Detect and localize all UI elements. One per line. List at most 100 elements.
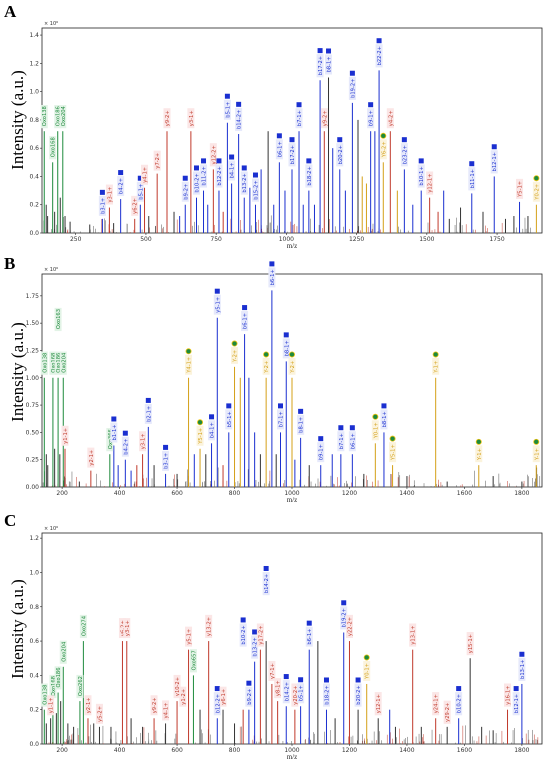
peak-label: y5-1+ (187, 629, 193, 645)
x-tick-label: 250 (70, 236, 82, 243)
glycan-square-icon (246, 680, 252, 686)
peak-label: y7-2+ (155, 153, 161, 169)
glycan-square-icon (111, 416, 117, 422)
peak-label: b8-1+ (382, 411, 388, 427)
x-tick-label: 1400 (399, 490, 414, 497)
annotation-box (213, 692, 221, 716)
glycan-circle-icon (372, 413, 379, 420)
glycan-square-icon (368, 102, 374, 108)
annotation-box (475, 445, 483, 463)
x-tick-label: 800 (229, 490, 241, 497)
glycan-circle-icon (231, 340, 238, 347)
y-axis-exponent: × 10⁶ (44, 267, 58, 273)
glycan-circle-icon (363, 654, 370, 661)
peak-label: b18-2+ (324, 685, 330, 704)
peak-annotation: b2-1+ (144, 397, 152, 424)
annotation-box (144, 403, 152, 424)
peak-annotation: b19-2+ (340, 600, 348, 630)
annotation-box (61, 425, 69, 446)
annotation-box (54, 307, 62, 332)
y-tick-label: 1.0 (29, 89, 39, 96)
peak-annotation: b5-1+ (223, 93, 231, 120)
x-tick-label: 200 (56, 747, 68, 754)
peak-annotation: Y5-1+ (196, 419, 204, 446)
peak-annotation: b9-2+ (245, 680, 253, 707)
annotation-box (432, 692, 440, 716)
annotation-box (181, 181, 189, 202)
peak-annotation: y1-2+ (179, 686, 187, 707)
x-tick-label: 600 (171, 747, 183, 754)
glycan-square-icon (283, 674, 289, 680)
peak-label: y8-1+ (276, 680, 282, 696)
peak-annotation: b12-1+ (490, 144, 498, 174)
peak-label: y1-1+ (63, 428, 69, 444)
peak-label: y20-2+ (293, 685, 299, 704)
glycan-square-icon (99, 189, 105, 195)
peak-label: b9-2+ (247, 689, 253, 705)
peak-label: Oxo163 (56, 309, 62, 329)
peak-label: y29-2+ (445, 703, 451, 722)
annotation-box (348, 431, 356, 452)
annotation-box (239, 623, 247, 647)
annotation-box (386, 108, 394, 129)
y-tick-label: 1.00 (26, 375, 40, 382)
y-tick-label: 0.2 (29, 202, 39, 209)
glycan-square-icon (240, 617, 246, 623)
x-tick-label: 1000 (284, 490, 299, 497)
annotation-box (345, 614, 353, 639)
peak-annotation: b4-2+ (117, 170, 125, 197)
annotation-box (95, 703, 103, 724)
peak-label: y12-2+ (211, 145, 217, 164)
annotation-box (141, 164, 149, 185)
peak-label: y9-2+ (152, 697, 158, 713)
peak-annotation: b7-1+ (277, 403, 285, 430)
peak-label: b6-1+ (350, 433, 356, 449)
y-tick-label: 0.00 (26, 484, 40, 491)
annotation-box (363, 660, 371, 681)
peak-label: b1-1+ (112, 424, 118, 440)
annotation-box (455, 692, 463, 716)
spectrum-panel-a: A Intensity (a.u.) 0.0 0.2 0.4 0.6 0.8 1.0 1.2… (0, 0, 550, 250)
annotation-box (316, 54, 324, 78)
annotation-box (200, 164, 208, 188)
peak-annotation: b12-2+ (215, 158, 223, 188)
glycan-square-icon (224, 93, 230, 99)
peak-label: b6-1+ (243, 313, 249, 329)
y-tick-label: 1.75 (26, 293, 40, 300)
annotation-box (40, 105, 48, 129)
annotation-box (173, 674, 181, 699)
glycan-square-icon (519, 651, 525, 657)
glycan-square-icon (289, 137, 295, 143)
x-tick-label: 1200 (342, 490, 357, 497)
annotation-box (131, 195, 139, 216)
peak-label: Y4-1+ (187, 357, 193, 374)
x-tick-label: 1600 (457, 490, 472, 497)
annotation-box (59, 640, 67, 664)
glycan-square-icon (491, 144, 497, 150)
glycan-square-icon (276, 133, 282, 139)
peak-annotation: y3-1+ (123, 618, 131, 639)
x-axis-title: m/z (287, 496, 298, 504)
annotation-box (150, 695, 158, 716)
peak-label: b8-1+ (284, 340, 290, 356)
peak-label: b14-2+ (237, 110, 243, 129)
annotation-box (325, 54, 333, 75)
peak-label: b2-1+ (146, 406, 152, 422)
peak-label: b17-2+ (290, 145, 296, 164)
peak-label: b4-2+ (123, 439, 129, 455)
peak-annotation: b6-1+ (268, 261, 276, 288)
annotation-box (348, 76, 356, 100)
x-tick-label: 1000 (279, 236, 294, 243)
peak-label: b6-1+ (270, 269, 276, 285)
annotation-box (380, 409, 388, 430)
annotation-box (228, 160, 236, 181)
peak-label: Y5-1+ (518, 181, 524, 198)
annotation-box (375, 44, 383, 68)
peak-label: y13-2+ (207, 617, 213, 636)
peak-label: b7-1+ (297, 110, 303, 126)
peak-annotation: b11-2+ (200, 158, 208, 188)
annotation-box (268, 267, 276, 288)
peak-label: b12-1+ (492, 152, 498, 171)
peak-annotation: b13-2+ (240, 165, 248, 195)
glycan-square-icon (209, 414, 215, 420)
